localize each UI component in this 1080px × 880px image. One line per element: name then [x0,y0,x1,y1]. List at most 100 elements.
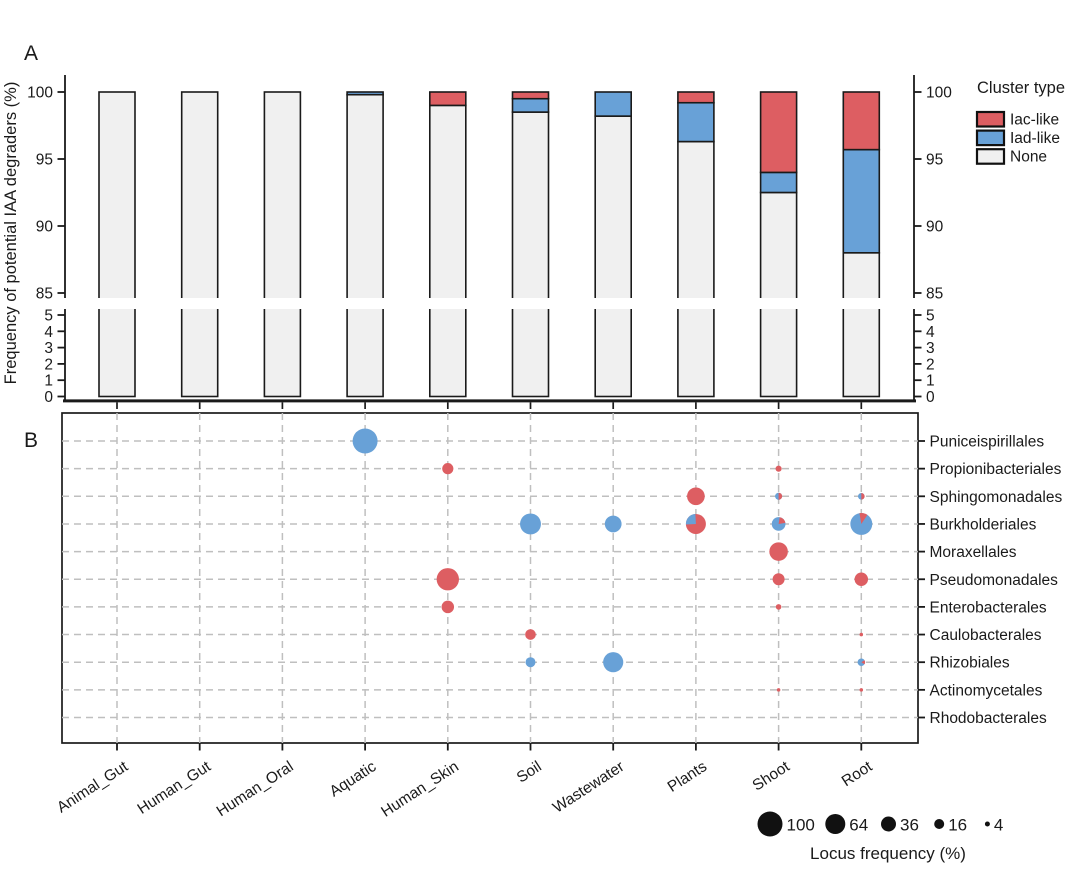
column-label-Plants: Plants [665,758,711,796]
legend-item-label: Iac-like [1010,112,1059,129]
bubble-Root-Pseudomonadales [854,572,869,586]
bubble-wedge-Root-Sphingomonadales [861,492,865,500]
bubble-Soil-Rhizobiales [525,657,536,668]
bubble-wedge-Plants-Burkholderiales [685,513,696,525]
column-label-Wastewater: Wastewater [550,758,627,817]
row-label-Sphingomonadales: Sphingomonadales [930,489,1063,506]
bar-segment-none-Soil [511,111,550,298]
row-label-Moraxellales: Moraxellales [930,544,1017,561]
bar-segment-iad-Wastewater [594,91,633,117]
bubble-Aquatic-Puniceispirillales [352,428,378,454]
panel-a-right-tick-label: 100 [926,85,952,102]
bubble-Wastewater-Burkholderiales [604,515,622,533]
bubble-Shoot-Moraxellales [769,542,788,561]
panel-a-right-tick-label: 95 [926,152,943,169]
bubble-wedge-Shoot-Sphingomonadales [778,492,783,500]
bubble-Plants-Sphingomonadales [687,487,705,506]
bubble-wedge-Root-Rhizobiales [861,660,866,665]
cluster-type-legend-title: Cluster type [977,79,1065,97]
bubble-Shoot-Enterobacterales [775,604,782,610]
bar-segment-iac-Root [842,91,881,151]
bar-segment-iac-Shoot [759,91,798,174]
size-legend-value: 4 [994,816,1003,835]
legend-swatch-iad [975,129,1006,147]
panel-a-left-tick-label: 2 [44,356,53,373]
bar-lower-Human_Oral [263,309,302,398]
bubble-Human_Skin-Enterobacterales [441,600,455,614]
bar-lower-Aquatic [346,309,384,398]
column-label-Human_Gut: Human_Gut [135,758,215,818]
size-legend-circle-100 [757,811,783,837]
panel-a-left-tick-label: 95 [36,152,53,169]
legend-swatch-none [975,148,1006,165]
row-label-Pseudomonadales: Pseudomonadales [930,572,1059,589]
panel-a-left-tick-label: 0 [44,389,53,406]
bar-segment-iad-Root [842,148,881,254]
panel-b-border [61,412,919,744]
row-label-Enterobacterales: Enterobacterales [930,599,1047,616]
bar-segment-none-Animal_Gut [98,91,136,298]
bubble-Wastewater-Rhizobiales [603,652,624,673]
column-label-Aquatic: Aquatic [327,758,380,801]
row-label-Propionibacteriales: Propionibacteriales [930,461,1062,478]
bar-segment-none-Plants [677,140,715,298]
column-label-Animal_Gut: Animal_Gut [54,758,132,817]
panel-a-right-tick-label: 3 [926,340,935,357]
bar-segment-iad-Soil [511,97,550,113]
bar-lower-Root [842,309,881,398]
size-legend-value: 36 [900,816,919,835]
panel-a-right-tick-label: 0 [926,389,935,406]
bar-lower-Human_Skin [428,309,467,398]
row-label-Caulobacterales: Caulobacterales [930,627,1042,644]
bar-segment-iac-Plants [677,91,715,104]
panel-a-left-tick-label: 90 [36,219,54,236]
column-label-Human_Oral: Human_Oral [214,758,297,820]
bar-segment-none-Wastewater [594,115,633,298]
bar-segment-none-Human_Skin [428,104,467,298]
panel-a-right-tick-label: 1 [926,373,935,390]
panel-a-y-axis-title: Frequency of potential IAA degraders (%) [2,82,20,385]
panel-b-label: B [24,429,38,452]
panel-a-left-tick-label: 4 [44,324,53,341]
bubble-Soil-Caulobacterales [525,629,536,640]
panel-a-left-tick-label: 1 [44,373,53,390]
bubble-Shoot-Pseudomonadales [772,573,785,586]
panel-a-left-tick-label: 5 [44,308,53,325]
row-label-Rhodobacterales: Rhodobacterales [930,710,1047,727]
bar-segment-none-Aquatic [346,93,384,298]
size-legend-title: Locus frequency (%) [810,844,966,863]
row-label-Rhizobiales: Rhizobiales [930,655,1010,672]
legend-swatch-iac [975,110,1006,128]
row-label-Burkholderiales: Burkholderiales [930,516,1037,533]
size-legend-value: 16 [948,816,967,835]
bubble-wedge-Shoot-Burkholderiales [778,517,786,524]
bar-segment-iad-Aquatic [346,91,384,96]
column-label-Root: Root [839,758,876,790]
bar-segment-none-Human_Oral [263,91,302,298]
panel-a-right-tick-label: 90 [926,219,944,236]
bubble-Human_Skin-Propionibacteriales [442,463,454,475]
panel-a-left-tick-label: 85 [36,286,53,303]
size-legend-value: 100 [787,816,815,835]
panel-a-right-tick-label: 2 [926,356,935,373]
bar-lower-Wastewater [594,309,633,398]
legend-item-label: Iad-like [1010,130,1060,147]
bubble-Human_Skin-Pseudomonadales [436,568,459,591]
row-label-Puniceispirillales: Puniceispirillales [930,434,1045,451]
panel-a-left-tick-label: 100 [27,85,53,102]
bar-segment-iac-Soil [511,91,550,100]
bar-segment-none-Root [842,252,881,298]
bubble-Root-Actinomycetales [859,688,864,692]
panel-a-right-tick-label: 5 [926,308,935,325]
bar-segment-iac-Human_Skin [428,91,467,107]
panel-a-right-tick-label: 85 [926,286,943,303]
legend-item-label: None [1010,149,1047,166]
bar-segment-none-Shoot [759,191,798,298]
panel-a-label: A [24,42,38,65]
panel-a-left-tick-label: 3 [44,340,53,357]
size-legend-circle-64 [825,814,846,834]
column-label-Human_Skin: Human_Skin [378,758,462,821]
